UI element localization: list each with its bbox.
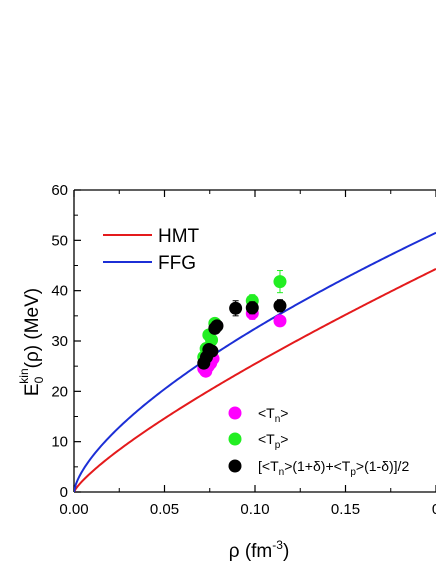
data-point: [210, 319, 224, 333]
legend-series-label: [<Tn>(1+δ)+<Tp>(1-δ)]/2: [258, 458, 409, 478]
data-point: [245, 301, 259, 315]
legend-marker: [228, 459, 242, 473]
legend-series-label: <Tp>: [258, 431, 288, 451]
legend-label-hmt: HMT: [158, 226, 200, 247]
legend-marker: [228, 432, 242, 446]
x-tick-label: 0.00: [59, 501, 88, 518]
data-point: [273, 299, 287, 313]
curve-hmt: [74, 268, 436, 492]
data-point: [229, 301, 243, 315]
markers: [197, 270, 287, 378]
y-tick-label: 20: [51, 383, 68, 400]
legend: HMT FFG <Tn> <Tp> [<Tn>(1+δ)+<Tp>(1-δ)]/2: [103, 226, 409, 478]
y-tick-label: 50: [51, 232, 68, 249]
legend-series-label: <Tn>: [258, 405, 288, 425]
y-tick-label: 30: [51, 333, 68, 350]
x-axis-title: ρ (fm-3): [229, 538, 290, 562]
x-tick-label: 0.05: [150, 501, 179, 518]
y-axis-title: E0kin(ρ) (MeV): [17, 288, 46, 396]
axes: 0.00 0.05 0.10 0.15 0 0 10 20 30 40 50 60: [51, 182, 436, 518]
y-tick-label: 0: [60, 484, 68, 501]
x-tick-label: 0.15: [331, 501, 360, 518]
legend-marker: [228, 406, 242, 420]
y-tick-label: 10: [51, 434, 68, 451]
y-tick-label: 60: [51, 182, 68, 199]
data-point: [273, 314, 287, 328]
curve-ffg: [74, 231, 436, 492]
legend-label-ffg: FFG: [158, 253, 196, 274]
x-tick-label: 0.10: [240, 501, 269, 518]
curves: [74, 231, 436, 492]
data-point: [205, 344, 219, 358]
axis-labels: ρ (fm-3) E0kin(ρ) (MeV): [17, 288, 289, 562]
x-tick-label: 0: [432, 501, 436, 518]
data-point: [273, 275, 287, 289]
y-tick-label: 40: [51, 283, 68, 300]
